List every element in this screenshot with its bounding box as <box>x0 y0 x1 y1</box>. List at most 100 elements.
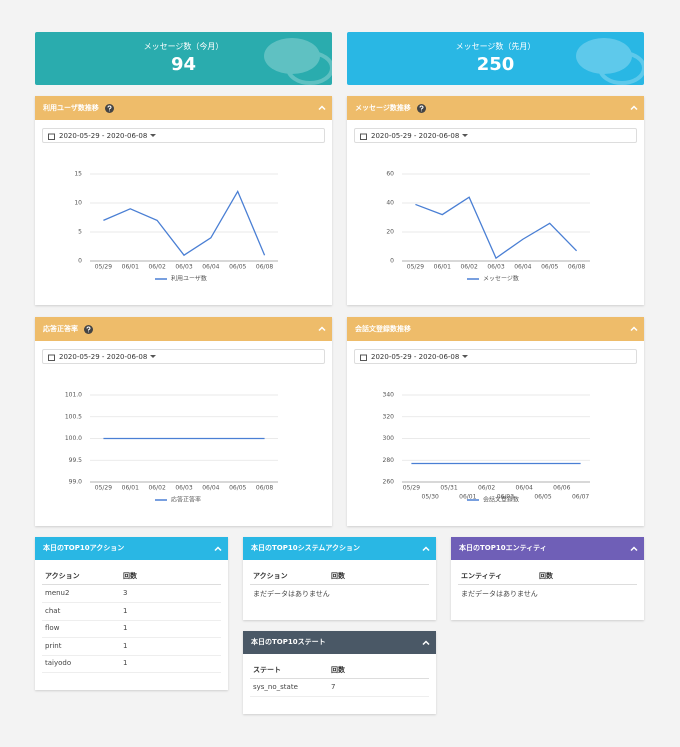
calendar <box>48 354 55 361</box>
table-cell: 1 <box>123 659 128 667</box>
collapse-icon[interactable] <box>629 324 639 334</box>
header-rule <box>250 678 429 679</box>
stat-label: メッセージ数（先月） <box>455 42 536 51</box>
collapse-icon[interactable] <box>629 544 639 554</box>
collapse-icon[interactable] <box>421 638 431 648</box>
y-tick-label: 320 <box>383 413 395 420</box>
chevron <box>630 326 638 332</box>
y-tick-label: 280 <box>383 457 395 464</box>
date-range-picker[interactable]: 2020-05-29 - 2020-06-08 <box>354 349 637 364</box>
caret <box>150 134 157 137</box>
stat-card: メッセージ数（先月） 250 <box>347 32 644 85</box>
panel-title: 応答正答率 <box>43 325 78 333</box>
y-tick-label: 99.0 <box>69 479 83 486</box>
x-tick-label: 06/04 <box>514 264 531 271</box>
x-tick-label: 06/02 <box>148 264 165 271</box>
x-tick-label: 06/03 <box>497 494 514 501</box>
chart-panel: 応答正答率 2020-05-29 - 2020-06-08 99.0 99.5 100.… <box>35 317 332 526</box>
x-tick-label: 06/06 <box>553 485 570 492</box>
y-tick-label: 260 <box>383 479 395 486</box>
date-range-picker[interactable]: 2020-05-29 - 2020-06-08 <box>42 349 325 364</box>
x-tick-label: 06/02 <box>460 264 477 271</box>
x-tick-label: 06/05 <box>229 485 246 492</box>
chevron <box>318 105 326 111</box>
panel-title: 本日のTOP10エンティティ <box>459 544 547 552</box>
x-tick-label: 06/08 <box>256 485 273 492</box>
y-tick-label: 100.5 <box>65 413 82 420</box>
chat-icon <box>576 38 644 85</box>
chart: 0 5 10 15 05/29 06/01 06/02 06/03 06/04 06/05 06/0… <box>74 171 278 283</box>
panel-header: 利用ユーザ数推移 <box>35 96 332 120</box>
y-tick-label: 0 <box>78 258 82 265</box>
y-tick-label: 60 <box>386 171 394 178</box>
bubble <box>286 51 332 85</box>
empty-message: まだデータはありません <box>461 590 538 598</box>
row-rule <box>250 696 429 697</box>
date-range-picker[interactable]: 2020-05-29 - 2020-06-08 <box>42 128 325 143</box>
panel-title: 本日のTOP10ステート <box>251 638 326 646</box>
collapse-icon[interactable] <box>317 103 327 113</box>
date-range: 2020-05-29 - 2020-06-08 <box>371 353 460 361</box>
panel-title: 会話文登録数推移 <box>355 325 411 333</box>
panel-title: メッセージ数推移 <box>355 104 411 112</box>
legend-label: 会話文登録数 <box>483 496 519 504</box>
x-tick-label: 06/08 <box>568 264 585 271</box>
caret <box>462 355 469 358</box>
x-tick-label: 05/31 <box>440 485 457 492</box>
help-glyph <box>107 104 112 111</box>
collapse-icon[interactable] <box>317 324 327 334</box>
caret <box>150 355 157 358</box>
legend-label: 応答正答率 <box>171 496 201 504</box>
x-tick-label: 05/29 <box>95 485 112 492</box>
collapse-icon[interactable] <box>421 544 431 554</box>
table-cell: 1 <box>123 641 128 650</box>
panel-header: 本日のTOP10システムアクション <box>243 537 436 560</box>
x-tick-label: 06/04 <box>202 485 219 492</box>
table-panel: 本日のTOP10エンティティ エンティティ 回数 まだデータはありません <box>451 537 644 620</box>
legend-label: 利用ユーザ数 <box>171 275 207 283</box>
header-rule <box>250 584 429 585</box>
x-tick-label: 06/03 <box>175 485 192 492</box>
column-header: 回数 <box>331 666 345 674</box>
column-header: ステート <box>253 666 281 674</box>
chart: 260 280 300 320 340 05/2905/3005/3106/0106/02… <box>383 392 590 504</box>
date-range: 2020-05-29 - 2020-06-08 <box>371 132 460 140</box>
column-header: エンティティ <box>461 572 503 580</box>
help-icon[interactable] <box>416 103 426 113</box>
y-tick-label: 15 <box>74 171 82 178</box>
table-cell: flow <box>45 624 60 632</box>
panel-header: 会話文登録数推移 <box>347 317 644 341</box>
chevron <box>422 546 430 552</box>
help-icon[interactable] <box>84 324 93 334</box>
chart: 99.0 99.5 100.0 100.5 101.0 05/29 06/01 06/02 06… <box>65 392 278 504</box>
table-panel: 本日のTOP10システムアクション アクション 回数 まだデータはありません <box>243 537 436 620</box>
line-series <box>103 189 266 257</box>
x-tick-label: 06/07 <box>572 494 589 501</box>
y-tick-label: 100.0 <box>65 435 82 442</box>
x-tick-label: 06/01 <box>434 264 451 271</box>
header-rule <box>42 584 221 585</box>
calendar-icon <box>360 354 367 361</box>
header-rule <box>458 584 637 585</box>
bubble <box>598 51 644 85</box>
help-icon[interactable] <box>104 103 114 113</box>
calendar <box>48 133 55 140</box>
chevron <box>422 640 430 646</box>
x-tick-label: 05/29 <box>403 485 420 492</box>
collapse-icon[interactable] <box>213 544 223 554</box>
collapse-icon[interactable] <box>629 103 639 113</box>
panel-header: 本日のTOP10エンティティ <box>451 537 644 560</box>
table-panel: 本日のTOP10アクション アクション 回数 menu2 3 chat 1 flow 1 prin… <box>35 537 228 690</box>
row-rule <box>42 619 221 621</box>
chart-panel: メッセージ数推移 2020-05-29 - 2020-06-08 0 20 40 60 05… <box>347 96 644 305</box>
panel-header: 本日のTOP10アクション <box>35 537 228 560</box>
calendar-icon <box>48 133 55 140</box>
y-tick-label: 101.0 <box>65 392 82 399</box>
caret-shape <box>150 355 157 358</box>
date-range-picker[interactable]: 2020-05-29 - 2020-06-08 <box>354 128 637 143</box>
calendar-icon <box>360 133 367 140</box>
line-series <box>415 196 578 260</box>
help-glyph <box>86 325 91 332</box>
table-cell: 1 <box>123 624 128 632</box>
